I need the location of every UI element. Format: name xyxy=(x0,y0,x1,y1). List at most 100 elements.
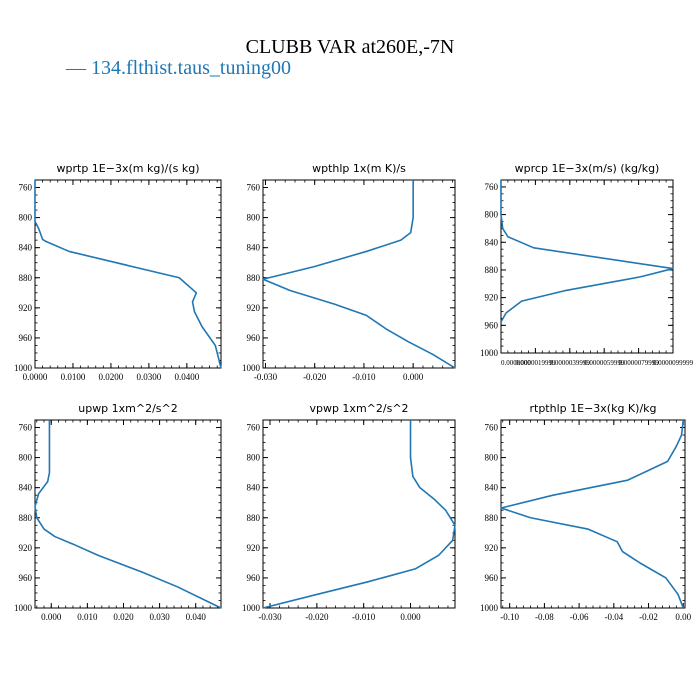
x-tick-label: 0.0300 xyxy=(137,372,162,382)
y-tick-label: 840 xyxy=(19,243,33,253)
subplot-6: rtpthlp 1E−3x(kg K)/kg 760 800 840 880 920 960… xyxy=(480,402,692,622)
series-line xyxy=(34,420,222,609)
y-tick-label: 960 xyxy=(247,333,261,343)
x-tick-label: -0.06 xyxy=(570,612,589,622)
series-line xyxy=(500,180,674,323)
y-tick-label: 760 xyxy=(485,423,499,433)
legend-line-marker: — xyxy=(66,57,86,79)
subplot-2: wpthlp 1x(m K)/s7608008408809209601000-0… xyxy=(242,162,456,382)
y-tick-label: 880 xyxy=(19,273,33,283)
y-tick-label: 1000 xyxy=(242,603,261,613)
y-tick-label: 800 xyxy=(247,453,261,463)
y-tick-label: 960 xyxy=(247,573,261,583)
x-tick-label: -0.08 xyxy=(535,612,554,622)
y-tick-label: 760 xyxy=(19,423,33,433)
series-line xyxy=(34,180,222,369)
y-tick-label: 920 xyxy=(247,543,261,553)
y-tick-label: 880 xyxy=(485,265,499,275)
x-tick-label: 0.000 xyxy=(403,372,424,382)
x-tick-label: -0.010 xyxy=(352,612,376,622)
y-tick-label: 920 xyxy=(19,303,33,313)
y-tick-label: 920 xyxy=(485,293,499,303)
y-tick-label: 760 xyxy=(19,183,33,193)
plot-frame xyxy=(34,419,222,609)
x-tick-label: 0.0000099999 xyxy=(653,359,694,367)
x-tick-label: 0.010 xyxy=(77,612,98,622)
x-tick-label: 0.0000039999 xyxy=(550,359,591,367)
x-tick-label: 0.0200 xyxy=(99,372,124,382)
y-tick-label: 800 xyxy=(19,213,33,223)
x-tick-label: -0.030 xyxy=(258,612,282,622)
y-tick-label: 1000 xyxy=(480,603,499,613)
plot-title: wprcp 1E−3x(m/s) (kg/kg) xyxy=(515,162,660,175)
x-tick-label: 0.040 xyxy=(186,612,207,622)
y-tick-label: 840 xyxy=(19,483,33,493)
y-tick-label: 920 xyxy=(19,543,33,553)
legend: — 134.flthist.taus_tuning00 xyxy=(66,57,291,80)
y-tick-label: 920 xyxy=(485,543,499,553)
series-line xyxy=(262,420,456,609)
x-tick-label: -0.020 xyxy=(303,372,327,382)
y-tick-label: 800 xyxy=(247,213,261,223)
subplot-1: wprtp 1E−3x(m kg)/(s kg) 760 800 840 880 920 9… xyxy=(14,162,222,382)
x-tick-label: 0.0100 xyxy=(61,372,86,382)
x-tick-label: -0.10 xyxy=(500,612,519,622)
plot-title: upwp 1xm^2/s^2 xyxy=(78,402,178,415)
y-tick-label: 840 xyxy=(485,237,499,247)
x-tick-label: 0.0000019999 xyxy=(515,359,556,367)
x-tick-label: 0.000 xyxy=(400,612,421,622)
y-tick-label: 880 xyxy=(247,513,261,523)
series-line xyxy=(262,180,456,369)
x-tick-label: 0.00 xyxy=(675,612,691,622)
legend-series-label: 134.flthist.taus_tuning00 xyxy=(91,57,291,79)
y-tick-label: 960 xyxy=(485,320,499,330)
x-tick-label: 0.030 xyxy=(149,612,170,622)
plot-title: vpwp 1xm^2/s^2 xyxy=(309,402,408,415)
y-tick-label: 760 xyxy=(247,183,261,193)
figure-title: CLUBB VAR at260E,-7N xyxy=(245,36,455,58)
y-tick-label: 800 xyxy=(19,453,33,463)
y-tick-label: 840 xyxy=(247,483,261,493)
y-tick-label: 880 xyxy=(485,513,499,523)
y-tick-label: 920 xyxy=(247,303,261,313)
x-tick-label: 0.0000059999 xyxy=(584,359,625,367)
x-tick-label: 0.0000 xyxy=(23,372,48,382)
plot-frame xyxy=(500,419,686,609)
x-tick-label: -0.02 xyxy=(639,612,658,622)
y-tick-label: 1000 xyxy=(14,603,33,613)
plot-frame xyxy=(34,179,222,369)
x-tick-label: 0.020 xyxy=(113,612,134,622)
plot-title: wprtp 1E−3x(m kg)/(s kg) xyxy=(57,162,200,175)
series-line xyxy=(500,419,685,609)
x-tick-label: -0.030 xyxy=(254,372,278,382)
y-tick-label: 880 xyxy=(19,513,33,523)
plot-frame xyxy=(262,419,456,609)
plot-frame xyxy=(262,179,456,369)
y-tick-label: 760 xyxy=(247,423,261,433)
y-tick-label: 960 xyxy=(19,333,33,343)
plot-title: rtpthlp 1E−3x(kg K)/kg xyxy=(529,402,656,415)
subplot-5: vpwp 1xm^2/s^27608008408809209601000-0.0… xyxy=(242,402,456,622)
y-tick-label: 800 xyxy=(485,453,499,463)
subplot-3: wprcp 1E−3x(m/s) (kg/kg) 760 800 840 880 920 9… xyxy=(480,162,694,367)
x-tick-label: -0.010 xyxy=(352,372,376,382)
x-tick-label: 0.0000079999 xyxy=(618,359,659,367)
x-tick-label: -0.04 xyxy=(604,612,623,622)
y-tick-label: 960 xyxy=(19,573,33,583)
plot-frame xyxy=(500,179,674,354)
y-tick-label: 800 xyxy=(485,210,499,220)
y-tick-label: 960 xyxy=(485,573,499,583)
y-tick-label: 1000 xyxy=(242,363,261,373)
y-tick-label: 1000 xyxy=(14,363,33,373)
y-tick-label: 840 xyxy=(247,243,261,253)
subplot-4: upwp 1xm^2/s^2 760 800 840 880 920 960 1000 0.00… xyxy=(14,402,222,622)
y-tick-label: 840 xyxy=(485,483,499,493)
x-tick-label: -0.020 xyxy=(305,612,329,622)
x-tick-label: 0.0000000 xyxy=(501,359,531,367)
x-tick-label: 0.000 xyxy=(41,612,62,622)
y-tick-label: 880 xyxy=(247,273,261,283)
y-tick-label: 1000 xyxy=(480,348,499,358)
x-tick-label: 0.0400 xyxy=(174,372,199,382)
